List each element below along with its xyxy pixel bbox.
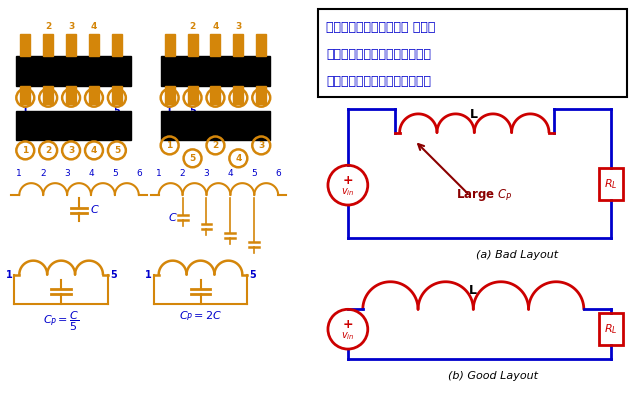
Text: 电感引脚之间的距离越远越好。: 电感引脚之间的距离越远越好。 (326, 75, 431, 88)
Text: 2: 2 (41, 169, 46, 178)
Text: 3: 3 (64, 169, 70, 178)
Text: 3: 3 (68, 22, 74, 31)
Bar (89, 34, 99, 56)
Text: $R_L$: $R_L$ (604, 177, 618, 191)
Text: 4: 4 (91, 146, 97, 155)
Bar (233, 86, 243, 104)
Text: $v_{in}$: $v_{in}$ (341, 330, 354, 342)
Text: (b) Good Layout: (b) Good Layout (448, 371, 538, 381)
Text: $v_{in}$: $v_{in}$ (341, 186, 354, 198)
Text: L: L (469, 284, 477, 298)
Bar (160, 111, 270, 140)
Text: Large $C_P$: Large $C_P$ (456, 187, 513, 203)
Text: 1: 1 (156, 169, 162, 178)
Text: 4: 4 (91, 93, 97, 102)
Bar (43, 34, 53, 56)
Text: 3: 3 (258, 93, 264, 102)
Text: 5: 5 (252, 169, 257, 178)
Bar (20, 34, 30, 56)
Bar (112, 86, 122, 104)
Bar (112, 34, 122, 56)
Bar (66, 86, 76, 104)
Text: 5: 5 (190, 93, 196, 102)
Text: 4: 4 (91, 22, 97, 31)
Bar (256, 34, 266, 56)
Bar (16, 56, 131, 86)
Text: 1: 1 (6, 270, 12, 280)
Text: 4: 4 (235, 154, 242, 163)
Text: 1: 1 (22, 106, 29, 116)
Text: 2: 2 (190, 22, 196, 31)
Bar (210, 86, 221, 104)
Text: +: + (342, 318, 353, 331)
Text: 2: 2 (45, 22, 51, 31)
Text: 3: 3 (68, 146, 74, 155)
Text: 电源步板基本要点之二： 电感的: 电源步板基本要点之二： 电感的 (326, 21, 436, 34)
Text: 4: 4 (88, 169, 94, 178)
Bar (20, 86, 30, 104)
Text: 2: 2 (212, 93, 219, 102)
Text: $C_P = \dfrac{C}{5}$: $C_P = \dfrac{C}{5}$ (43, 309, 79, 333)
Text: +: + (342, 174, 353, 187)
Text: 5: 5 (113, 106, 120, 116)
Bar (43, 86, 53, 104)
Text: 3: 3 (235, 22, 242, 31)
Text: 1: 1 (22, 146, 29, 155)
Text: 3: 3 (258, 141, 264, 150)
Bar (66, 34, 76, 56)
Text: 6: 6 (136, 169, 141, 178)
Text: C: C (91, 206, 99, 216)
Bar (165, 86, 174, 104)
Bar (318, 9, 626, 97)
Bar (89, 86, 99, 104)
Text: 5: 5 (113, 93, 120, 102)
Text: 2: 2 (180, 169, 185, 178)
Text: $C_P = 2C$: $C_P = 2C$ (179, 309, 222, 323)
Bar (233, 34, 243, 56)
Bar (256, 86, 266, 104)
Text: 3: 3 (68, 93, 74, 102)
Bar (16, 111, 131, 140)
Text: 1: 1 (22, 93, 29, 102)
Text: 1: 1 (167, 141, 173, 150)
Text: $R_L$: $R_L$ (604, 322, 618, 336)
Text: 寄生串联电容量应该尽量减小。: 寄生串联电容量应该尽量减小。 (326, 48, 431, 61)
Text: C: C (169, 213, 176, 223)
Text: 3: 3 (204, 169, 209, 178)
Text: 1: 1 (16, 169, 22, 178)
Text: 4: 4 (235, 93, 242, 102)
Bar (188, 86, 198, 104)
Text: 6: 6 (275, 169, 281, 178)
Text: 4: 4 (212, 22, 219, 31)
Text: 2: 2 (45, 93, 51, 102)
Bar (598, 314, 623, 345)
Text: 5: 5 (110, 270, 117, 280)
Text: 5: 5 (190, 154, 196, 163)
Text: 5: 5 (189, 106, 196, 116)
Bar (160, 56, 270, 86)
Bar (165, 34, 174, 56)
Text: 4: 4 (228, 169, 233, 178)
Text: 5: 5 (112, 169, 118, 178)
Bar (598, 168, 623, 200)
Text: 5: 5 (249, 270, 256, 280)
Text: 1: 1 (166, 106, 173, 116)
Text: 1: 1 (167, 93, 173, 102)
Text: L: L (470, 107, 478, 120)
Text: 2: 2 (212, 141, 219, 150)
Bar (188, 34, 198, 56)
Text: 2: 2 (45, 146, 51, 155)
Text: 5: 5 (113, 146, 120, 155)
Text: (a) Bad Layout: (a) Bad Layout (476, 250, 558, 260)
Text: 1: 1 (145, 270, 152, 280)
Bar (210, 34, 221, 56)
